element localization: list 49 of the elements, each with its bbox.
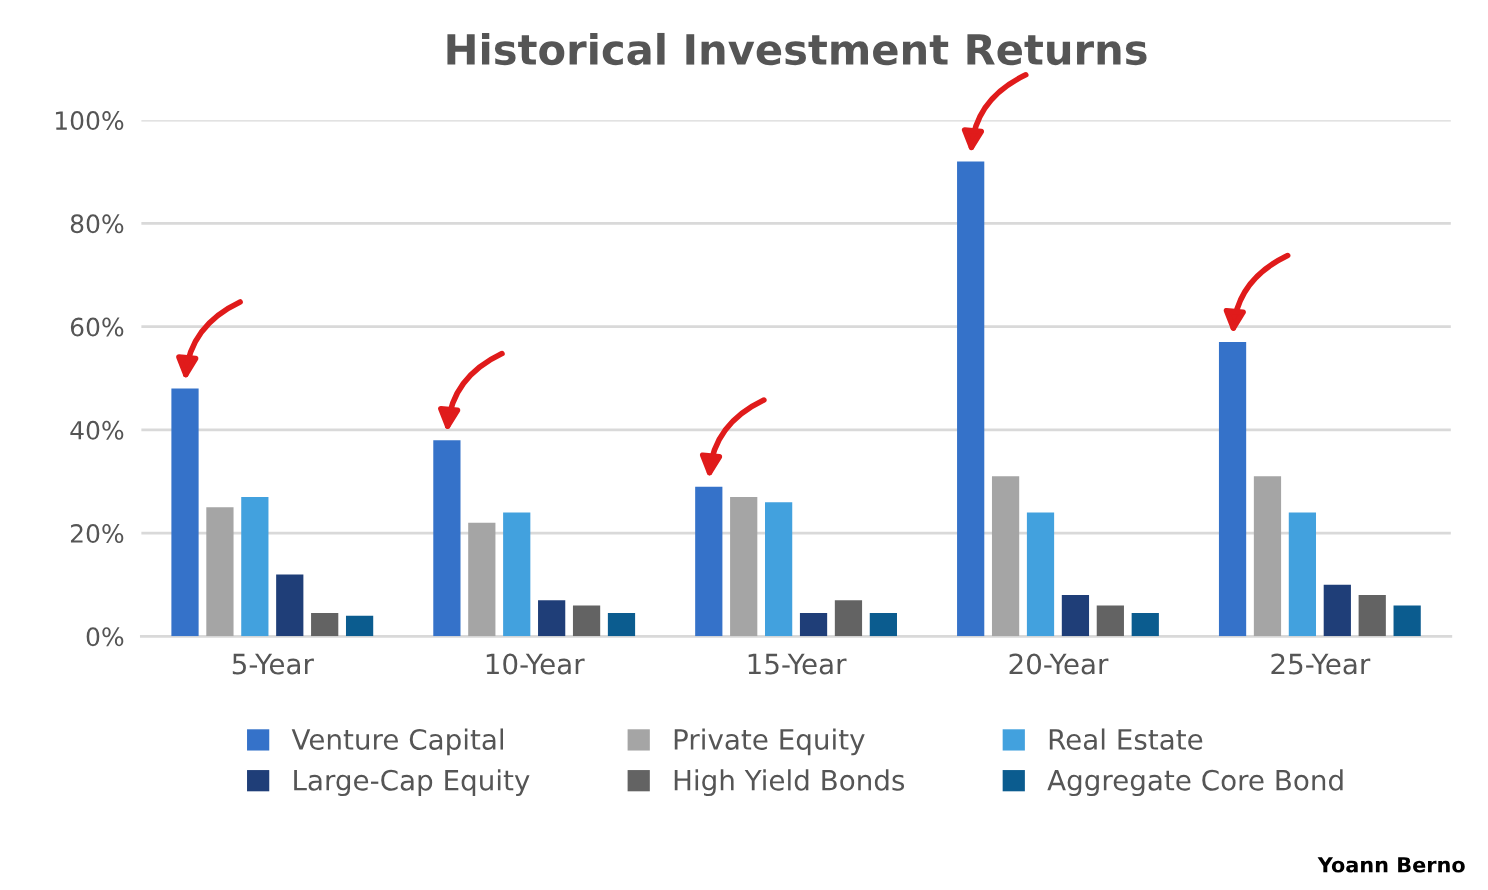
bar: [171, 388, 199, 637]
bar: [765, 502, 793, 637]
bar: [1096, 605, 1124, 637]
bar: [206, 507, 234, 637]
bar: [276, 574, 304, 637]
bar: [991, 476, 1020, 637]
x-tick-label: 10-Year: [486, 653, 585, 675]
x-tick-label: 5-Year: [232, 653, 314, 675]
bar: [468, 522, 496, 637]
bar: [607, 613, 636, 637]
bar: [503, 512, 531, 637]
y-tick-label: 100%: [55, 111, 124, 130]
legend-label: Real Estate: [1049, 728, 1203, 750]
chart-title: Historical Investment Returns: [447, 32, 1147, 66]
x-tick-label: 20-Year: [1009, 653, 1109, 675]
bar: [1218, 342, 1247, 637]
bar: [869, 613, 897, 637]
legend-label: Aggregate Core Bond: [1047, 769, 1343, 797]
y-tick-label: 60%: [70, 317, 124, 337]
bar: [730, 496, 758, 637]
y-tick-label: 20%: [70, 524, 124, 543]
bar: [1323, 584, 1351, 637]
text: Yoann Berno: [1317, 857, 1465, 873]
bar: [1358, 595, 1386, 637]
bar: [311, 613, 339, 637]
bar: [1131, 613, 1159, 637]
bar: [1393, 605, 1421, 637]
bar: [1288, 512, 1317, 637]
bar: [538, 600, 566, 637]
x-tick-label: 15-Year: [748, 653, 847, 675]
bar: [834, 600, 863, 637]
bar: [572, 605, 601, 637]
bar: [1253, 476, 1282, 637]
legend-label: Private Equity: [674, 728, 865, 756]
x-tick-label: 25-Year: [1271, 653, 1371, 675]
bar: [799, 613, 828, 637]
bar: [1026, 512, 1055, 637]
bar: [695, 486, 723, 637]
y-tick-label: 40%: [70, 420, 124, 440]
bar: [433, 440, 461, 637]
y-tick-label: 80%: [70, 214, 124, 234]
bar: [345, 615, 374, 637]
y-tick-label: 0%: [86, 627, 124, 647]
bar: [1061, 595, 1090, 637]
bar: [241, 496, 269, 637]
bar: [957, 161, 985, 637]
legend-label: Large-Cap Equity: [294, 769, 530, 797]
legend-label: High Yield Bonds: [674, 769, 905, 797]
legend-label: Venture Capital: [291, 728, 504, 756]
